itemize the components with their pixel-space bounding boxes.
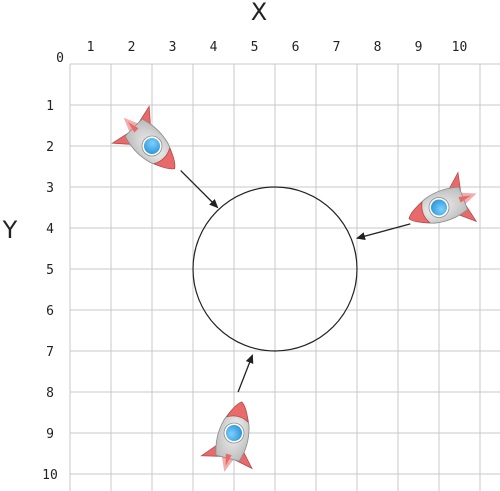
y-tick-labels: 1 2 3 4 5 6 7 8 9 10 [42, 99, 58, 483]
y-tick-label: 5 [46, 263, 54, 278]
x-tick-label: 9 [415, 40, 423, 55]
x-tick-labels: 1 2 3 4 5 6 7 8 9 10 [87, 40, 468, 55]
arrow [237, 354, 254, 393]
x-tick-label: 10 [452, 40, 468, 55]
x-tick-label: 5 [251, 40, 259, 55]
y-tick-label: 1 [46, 99, 54, 114]
arrow [356, 223, 411, 241]
y-tick-label: 8 [46, 386, 54, 401]
target-circle [192, 186, 358, 352]
rockets [111, 105, 478, 472]
grid [69, 63, 500, 491]
rocket-bottom-icon [200, 401, 253, 472]
y-tick-label: 6 [46, 304, 54, 319]
x-axis-title: X [251, 0, 267, 26]
arrows [180, 170, 411, 393]
rocket-top-left-icon [111, 105, 176, 170]
y-tick-label: 4 [46, 222, 54, 237]
rocket-right-icon [408, 171, 478, 224]
x-tick-label: 4 [210, 40, 218, 55]
origin-label: 0 [56, 51, 64, 66]
x-tick-label: 8 [374, 40, 382, 55]
y-tick-label: 7 [46, 345, 54, 360]
y-tick-label: 10 [42, 468, 58, 483]
x-tick-label: 6 [292, 40, 300, 55]
y-axis-title: Y [2, 216, 18, 244]
x-tick-label: 2 [128, 40, 136, 55]
x-tick-label: 1 [87, 40, 95, 55]
y-tick-label: 9 [46, 427, 54, 442]
arrow [180, 170, 219, 209]
x-tick-label: 3 [169, 40, 177, 55]
x-tick-label: 7 [333, 40, 341, 55]
y-tick-label: 2 [46, 140, 54, 155]
y-tick-label: 3 [46, 181, 54, 196]
